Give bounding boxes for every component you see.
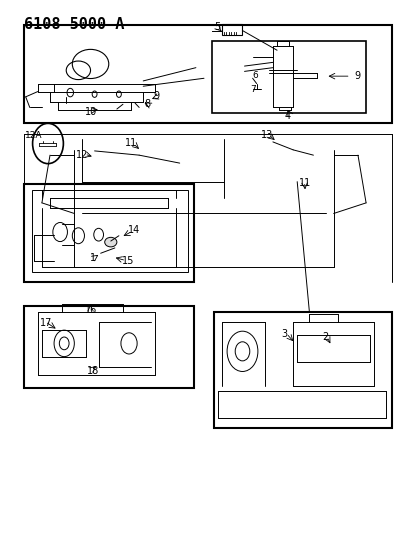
Text: 12A: 12A (25, 131, 42, 140)
Text: 9: 9 (153, 91, 160, 101)
Text: 6: 6 (253, 71, 258, 80)
Ellipse shape (105, 237, 117, 247)
Text: 11: 11 (125, 139, 137, 149)
Text: 2: 2 (322, 332, 328, 342)
Text: 8: 8 (144, 99, 150, 109)
Text: 11: 11 (299, 177, 311, 188)
Bar (24, 25, 392, 123)
Text: 12: 12 (76, 150, 89, 160)
Text: 10: 10 (84, 107, 97, 117)
Text: 13: 13 (261, 130, 273, 140)
Text: 17: 17 (40, 318, 52, 328)
Bar (24, 184, 194, 282)
Text: 6108 5000 A: 6108 5000 A (24, 17, 124, 33)
Text: 18: 18 (86, 367, 99, 376)
Text: 9: 9 (355, 70, 361, 80)
Bar (212, 41, 366, 113)
Text: 14: 14 (128, 225, 140, 236)
Bar (32, 190, 188, 272)
Text: 15: 15 (122, 256, 135, 266)
Text: 7: 7 (251, 85, 256, 93)
Bar (24, 306, 194, 389)
Bar (222, 23, 242, 35)
Text: 3: 3 (282, 329, 288, 340)
Text: 1: 1 (90, 253, 96, 263)
Bar (214, 312, 392, 428)
Text: 5: 5 (214, 22, 220, 33)
Text: 16: 16 (84, 305, 97, 315)
Text: 4: 4 (285, 111, 291, 121)
